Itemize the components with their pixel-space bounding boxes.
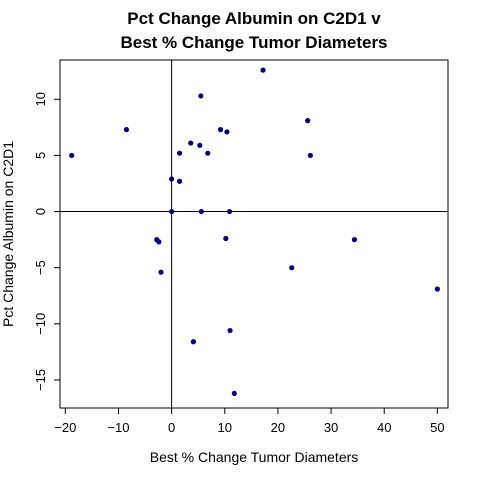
data-point: [434, 286, 440, 292]
data-point: [226, 208, 233, 215]
data-point: [227, 327, 233, 334]
data-point: [231, 390, 237, 397]
x-tick-label: 20: [271, 420, 285, 435]
data-point: [260, 67, 266, 73]
y-tick-label: −5: [33, 260, 48, 275]
data-point: [223, 235, 229, 242]
data-point: [169, 176, 175, 182]
data-point: [289, 265, 295, 271]
y-tick-label: −10: [33, 313, 48, 335]
data-point: [156, 239, 162, 245]
chart-title-line2: Best % Change Tumor Diameters: [120, 33, 387, 52]
y-axis: −15 −10 −5 0 5 10: [33, 92, 60, 391]
y-tick-label: −15: [33, 369, 48, 391]
x-tick-label: 40: [377, 420, 391, 435]
y-axis-label: Pct Change Albumin on C2D1: [0, 141, 16, 327]
x-tick-label: −20: [54, 420, 76, 435]
data-point: [224, 129, 230, 135]
data-point: [198, 93, 204, 99]
x-axis: −20 −10 0 10 20 30 40 50: [54, 408, 445, 435]
data-point: [197, 142, 203, 148]
data-point: [169, 208, 175, 215]
data-point: [176, 178, 183, 184]
data-point: [158, 269, 164, 275]
data-point: [205, 150, 211, 156]
x-tick-label: 0: [168, 420, 175, 435]
y-tick-label: 0: [33, 208, 48, 215]
x-tick-label: 50: [430, 420, 444, 435]
data-point: [217, 127, 224, 133]
data-point: [188, 140, 194, 146]
data-point: [69, 152, 75, 159]
plot-frame: [59, 59, 449, 409]
x-axis-label: Best % Change Tumor Diameters: [150, 449, 359, 465]
data-point: [190, 339, 197, 345]
data-point: [351, 237, 358, 243]
y-tick-label: 5: [33, 152, 48, 159]
x-tick-label: 10: [218, 420, 232, 435]
data-points: [69, 67, 440, 397]
data-point: [198, 208, 204, 215]
x-tick-label: 30: [324, 420, 338, 435]
data-point: [176, 150, 183, 156]
x-tick-label: −10: [107, 420, 129, 435]
data-point: [307, 152, 313, 159]
data-point: [305, 118, 311, 124]
reference-lines: [60, 60, 448, 408]
data-point: [123, 127, 130, 133]
chart-title-line1: Pct Change Albumin on C2D1 v: [127, 9, 381, 28]
y-tick-label: 10: [33, 92, 48, 106]
